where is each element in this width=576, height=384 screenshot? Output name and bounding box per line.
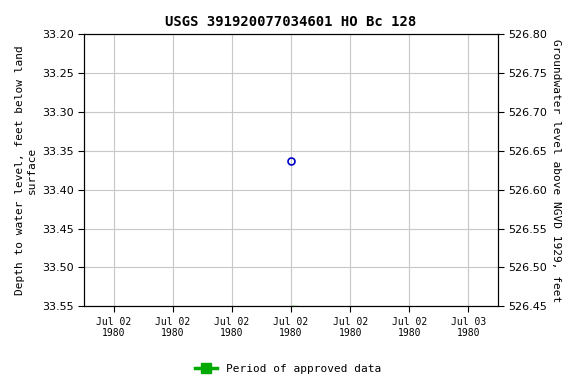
Title: USGS 391920077034601 HO Bc 128: USGS 391920077034601 HO Bc 128 [165,15,416,29]
Y-axis label: Groundwater level above NGVD 1929, feet: Groundwater level above NGVD 1929, feet [551,39,561,302]
Legend: Period of approved data: Period of approved data [191,359,385,379]
Y-axis label: Depth to water level, feet below land
surface: Depth to water level, feet below land su… [15,45,37,295]
